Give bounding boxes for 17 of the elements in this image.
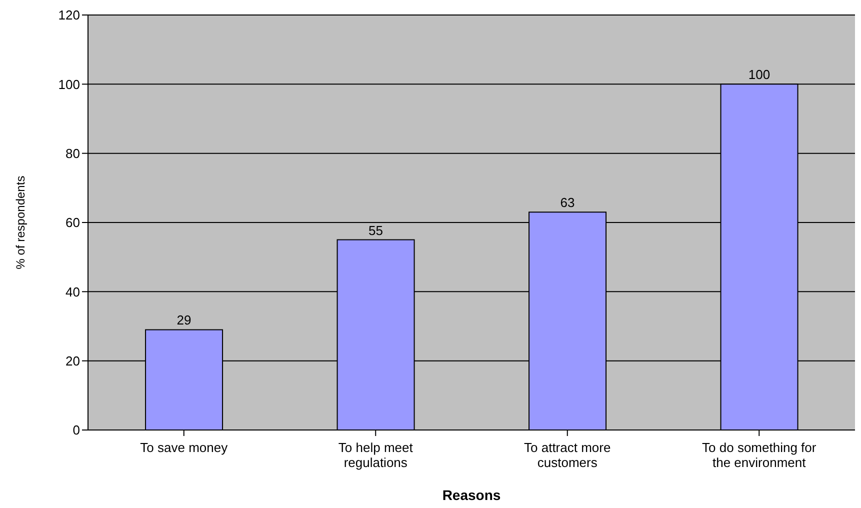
data-label: 29: [176, 312, 192, 328]
x-tick-label: To save money: [140, 440, 228, 455]
y-tick-label: 40: [66, 284, 80, 300]
y-tick-label: 80: [66, 146, 80, 161]
y-tick-label: 100: [58, 76, 80, 92]
x-tick-label: To help meet regulations: [338, 440, 414, 470]
data-label: 63: [560, 195, 575, 210]
y-tick-label: 0: [72, 422, 80, 438]
y-tick-label: 120: [58, 8, 80, 23]
y-tick-label: 20: [66, 353, 80, 368]
x-tick-label: To attract more customers: [524, 440, 611, 470]
x-axis-title: Reasons: [442, 487, 501, 503]
y-tick-label: 60: [66, 215, 80, 230]
data-label: 55: [368, 222, 384, 238]
y-axis-title: % of respondents: [13, 176, 28, 270]
x-tick-label: To do something for the environment: [702, 440, 817, 470]
data-label: 100: [748, 67, 770, 82]
